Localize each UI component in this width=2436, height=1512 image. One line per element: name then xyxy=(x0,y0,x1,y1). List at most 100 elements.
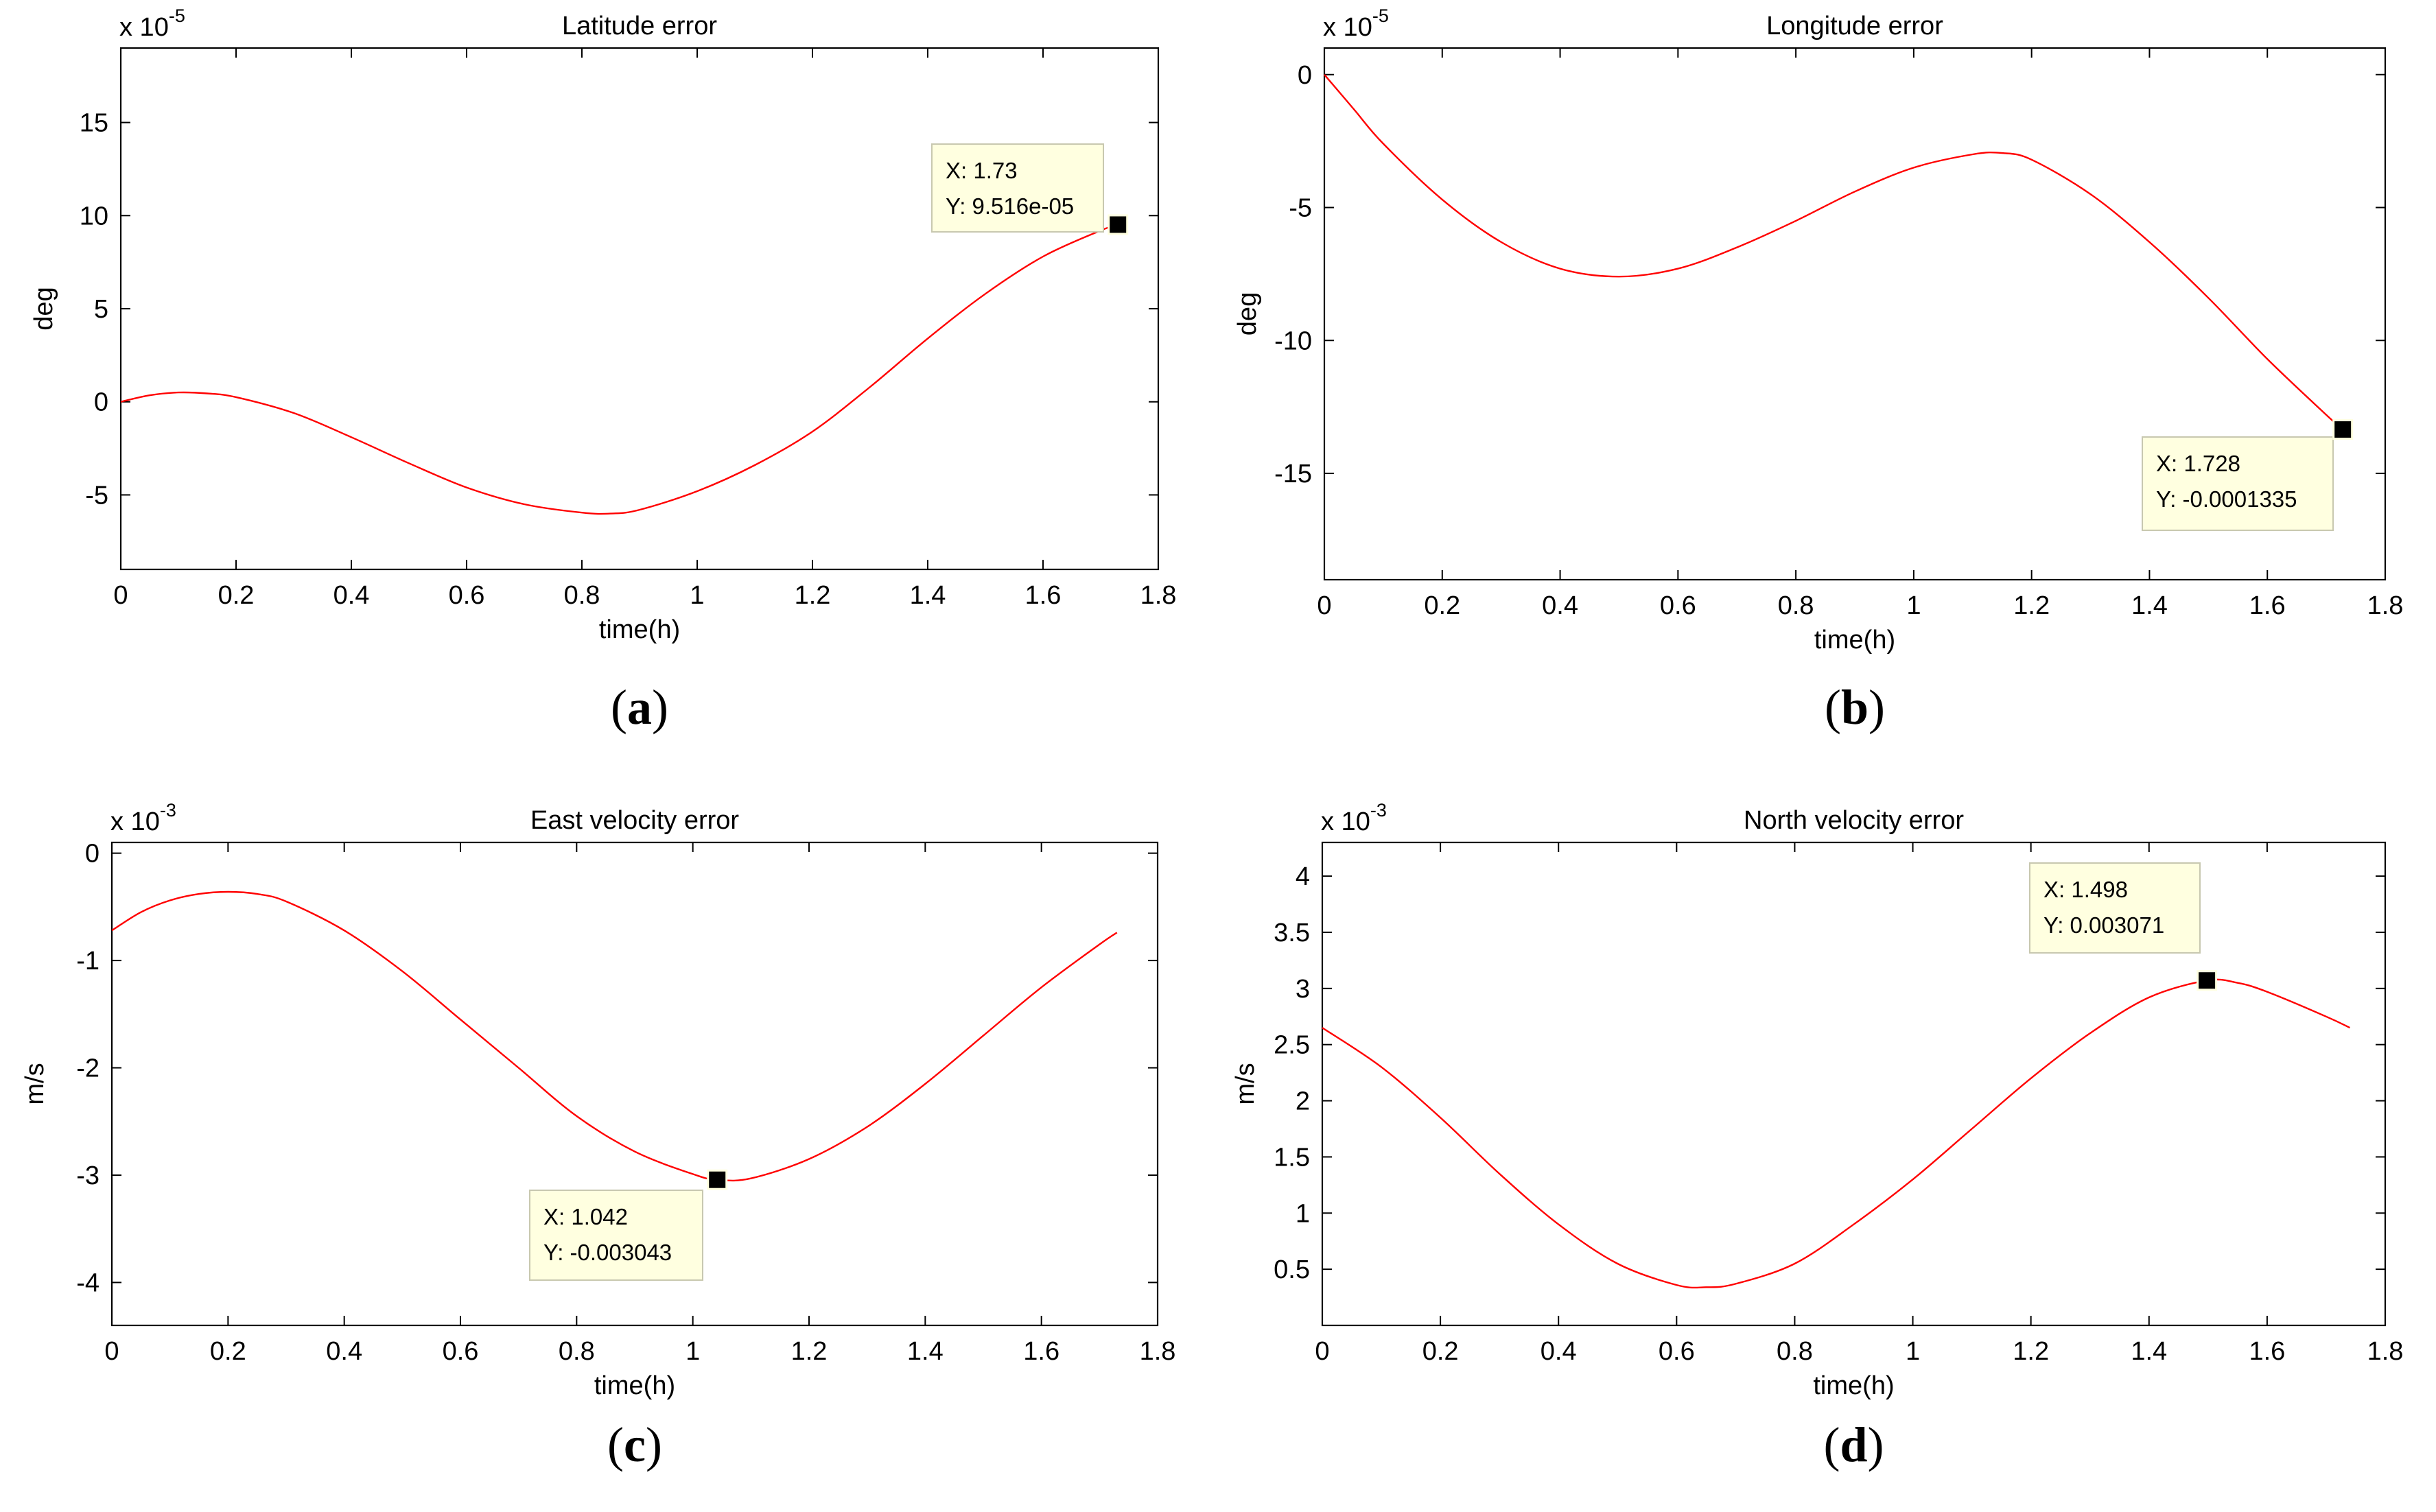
datatip-x-text: X: 1.042 xyxy=(543,1204,628,1229)
y-axis-label: m/s xyxy=(21,1063,49,1105)
caption-close-paren: ) xyxy=(646,1417,662,1472)
axes-box xyxy=(119,47,1160,571)
x-tick-label: 1.8 xyxy=(2367,591,2404,620)
x-axis-label: time(h) xyxy=(1813,1371,1894,1400)
x-axis-label: time(h) xyxy=(594,1371,675,1400)
y-tick-label: -5 xyxy=(85,481,108,510)
caption-open-paren: ( xyxy=(607,1417,624,1472)
panel-caption: (a) xyxy=(611,680,668,735)
x-tick-label: 1.4 xyxy=(2131,1337,2167,1366)
caption-close-paren: ) xyxy=(1869,680,1885,735)
chart-title: North velocity error xyxy=(1744,806,1964,835)
y-tick-label: 3.5 xyxy=(1274,919,1310,947)
series-line xyxy=(111,890,1118,1182)
x-tick-label: 0.8 xyxy=(1777,1337,1813,1366)
y-tick-label: 2.5 xyxy=(1274,1031,1310,1060)
x-tick-label: 0.4 xyxy=(326,1337,362,1366)
x-tick-label: 1.6 xyxy=(1025,581,1062,610)
exponent-label: x 10-5 xyxy=(119,5,185,42)
datatip-x-text: X: 1.728 xyxy=(2156,451,2240,476)
x-tick-label: 1.8 xyxy=(2367,1337,2404,1366)
y-tick-label: -4 xyxy=(76,1268,99,1297)
datatip-marker[interactable] xyxy=(2334,421,2352,438)
y-tick-label: -5 xyxy=(1289,194,1312,223)
y-tick-label: -1 xyxy=(76,947,99,976)
exponent-power: -5 xyxy=(169,5,185,26)
y-tick-label: 5 xyxy=(94,295,108,324)
x-tick-label: 1.2 xyxy=(2013,591,2050,620)
exponent-label: x 10-3 xyxy=(110,800,176,836)
exponent-prefix: x 10 xyxy=(1323,13,1372,42)
x-tick-label: 0.8 xyxy=(1778,591,1814,620)
x-tick-label: 0.6 xyxy=(1660,591,1696,620)
x-tick-label: 1 xyxy=(1906,591,1921,620)
datatip-box[interactable] xyxy=(931,143,1104,233)
x-tick-label: 0 xyxy=(113,581,128,610)
panel-b: 0 0.2 0.4 0.6 0.8 1 1.2 1.4 1.6 1.8-15-10-50x 10-… xyxy=(1233,5,2403,735)
x-tick-label: 0.6 xyxy=(443,1337,479,1366)
panel-caption: (b) xyxy=(1825,680,1885,735)
y-axis-label: m/s xyxy=(1231,1063,1260,1105)
datatip-y-text: Y: 9.516e-05 xyxy=(946,193,1074,219)
x-tick-label: 0.2 xyxy=(218,581,255,610)
y-tick-label: 3 xyxy=(1296,975,1310,1004)
y-tick-label: 0 xyxy=(85,840,99,869)
y-tick-label: 15 xyxy=(80,109,108,138)
y-axis-label: deg xyxy=(1233,292,1262,335)
x-tick-label: 1.4 xyxy=(2131,591,2168,620)
x-axis-label: time(h) xyxy=(1814,626,1895,654)
y-tick-label: -3 xyxy=(76,1161,99,1190)
x-tick-label: 1.6 xyxy=(1023,1337,1059,1366)
exponent-prefix: x 10 xyxy=(110,807,160,836)
x-tick-label: 0.4 xyxy=(1542,591,1578,620)
caption-close-paren: ) xyxy=(1868,1417,1884,1472)
datatip-marker[interactable] xyxy=(709,1171,726,1188)
series-line xyxy=(1324,74,2344,430)
x-tick-label: 1.4 xyxy=(910,581,946,610)
x-tick-label: 1.2 xyxy=(791,1337,828,1366)
x-tick-label: 0.2 xyxy=(210,1337,246,1366)
datatip-marker[interactable] xyxy=(2199,972,2216,989)
panel-caption: (d) xyxy=(1823,1417,1884,1472)
y-tick-label: 1.5 xyxy=(1274,1143,1310,1172)
chart-title: Longitude error xyxy=(1766,12,1943,40)
caption-close-paren: ) xyxy=(652,680,668,735)
x-tick-label: 1.6 xyxy=(2249,1337,2285,1366)
x-tick-label: 1 xyxy=(686,1337,700,1366)
caption-open-paren: ( xyxy=(1823,1417,1840,1472)
y-tick-label: 10 xyxy=(80,202,108,231)
y-tick-label: 0.5 xyxy=(1274,1255,1310,1284)
y-tick-label: 4 xyxy=(1296,862,1310,891)
datatip-box[interactable] xyxy=(2142,436,2334,531)
caption-open-paren: ( xyxy=(611,680,627,735)
x-tick-label: 0.4 xyxy=(333,581,370,610)
x-tick-label: 0.8 xyxy=(559,1337,595,1366)
exponent-prefix: x 10 xyxy=(1321,807,1370,836)
exponent-power: -3 xyxy=(160,800,176,820)
y-tick-label: -10 xyxy=(1274,327,1312,355)
exponent-power: -5 xyxy=(1372,5,1389,26)
x-tick-label: 1.6 xyxy=(2249,591,2286,620)
datatip-y-text: Y: 0.003071 xyxy=(2043,912,2164,938)
datatip-marker[interactable] xyxy=(1110,216,1127,233)
datatip-box[interactable] xyxy=(529,1190,703,1281)
x-tick-label: 1.8 xyxy=(1140,1337,1176,1366)
x-tick-label: 0 xyxy=(1317,591,1331,620)
exponent-power: -3 xyxy=(1370,800,1387,820)
exponent-prefix: x 10 xyxy=(119,13,169,42)
x-tick-label: 0.6 xyxy=(1659,1337,1695,1366)
chart-title: East velocity error xyxy=(530,806,739,835)
x-tick-label: 0.2 xyxy=(1422,1337,1459,1366)
datatip-y-text: Y: -0.003043 xyxy=(543,1240,672,1265)
x-tick-label: 1 xyxy=(690,581,704,610)
panel-c: 0 0.2 0.4 0.6 0.8 1 1.2 1.4 1.6 1.8-4-3-2-10x 10-… xyxy=(21,800,1175,1472)
x-tick-label: 1.2 xyxy=(795,581,831,610)
x-tick-label: 0 xyxy=(1315,1337,1329,1366)
y-axis-label: deg xyxy=(30,287,58,330)
datatip-box[interactable] xyxy=(2029,862,2201,954)
exponent-label: x 10-3 xyxy=(1321,800,1387,836)
x-tick-label: 0 xyxy=(104,1337,119,1366)
caption-letter: c xyxy=(624,1417,646,1472)
